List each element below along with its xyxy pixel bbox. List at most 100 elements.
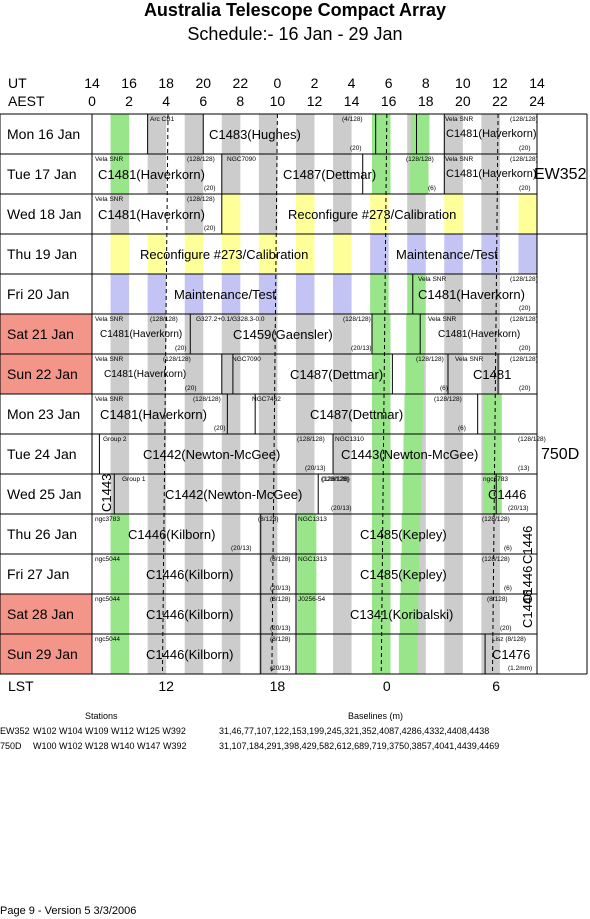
- ut-tick: 14: [529, 75, 545, 91]
- obs-note: (20): [204, 185, 216, 192]
- time-bar: [110, 474, 130, 514]
- footer-stations-label: Stations: [85, 711, 118, 721]
- footer-row1-cfg: EW352: [0, 726, 30, 736]
- time-bar: [295, 314, 315, 354]
- time-bar: [481, 594, 500, 634]
- time-bar: [483, 474, 502, 514]
- time-bar: [110, 194, 130, 234]
- time-bar: [221, 234, 241, 274]
- time-bar: [147, 274, 167, 314]
- aest-tick: 4: [162, 93, 171, 109]
- source-label: NGC7462: [252, 396, 281, 403]
- program-label: Reconfigure #273/Calibration: [140, 247, 309, 262]
- source-label: Vela SNR: [95, 156, 124, 163]
- time-bar: [184, 114, 204, 154]
- time-bar: [184, 634, 204, 674]
- time-bar: [295, 434, 315, 474]
- aest-tick: 22: [492, 93, 508, 109]
- obs-note: (128/128): [193, 396, 221, 403]
- obs-note: (6): [504, 545, 512, 552]
- time-bar: [483, 434, 502, 474]
- time-bar: [221, 634, 241, 674]
- time-bar: [184, 354, 204, 394]
- obs-note: (6): [458, 425, 466, 432]
- program-label: C1446(Kilborn): [146, 567, 234, 582]
- obs-note: (20): [519, 345, 531, 352]
- time-bar: [370, 274, 389, 314]
- obs-note: (20): [519, 145, 531, 152]
- time-bar: [184, 394, 204, 434]
- aest-tick: 16: [380, 93, 397, 109]
- time-bar: [481, 634, 500, 674]
- source-label: Vela SNR: [95, 316, 124, 323]
- program-label: C1446: [488, 487, 527, 502]
- time-bar: [258, 354, 278, 394]
- obs-note: (20): [519, 385, 531, 392]
- program-label: C1487(Dettmar): [310, 407, 404, 422]
- source-label: NGC7090: [227, 156, 256, 163]
- time-bar: [371, 354, 391, 394]
- source-label: Group 1: [122, 476, 146, 483]
- time-bar: [147, 434, 167, 474]
- time-bar: [295, 394, 315, 434]
- time-bar: [333, 394, 352, 434]
- ut-tick: 12: [492, 75, 508, 91]
- time-bar: [518, 234, 537, 274]
- obs-note: (6): [428, 185, 436, 192]
- ut-tick: 22: [232, 75, 249, 91]
- obs-note: (20): [350, 145, 362, 152]
- time-bar: [371, 474, 391, 514]
- time-bar: [333, 234, 352, 274]
- aest-tick: 24: [529, 93, 545, 109]
- time-bar: [258, 194, 278, 234]
- time-bar: [444, 394, 463, 434]
- footer-row2-baselines: 31,107,184,291,398,429,582,612,689,719,3…: [219, 741, 500, 751]
- program-label: C1483(Hughes): [209, 127, 301, 142]
- time-bar: [297, 594, 317, 634]
- source-label: ngc5044: [95, 636, 120, 643]
- time-bar: [147, 314, 167, 354]
- config-label-vertical: C1446: [520, 589, 535, 628]
- time-bar: [444, 474, 463, 514]
- obs-note: (20/13): [270, 665, 291, 672]
- time-bar: [403, 434, 423, 474]
- program-label: C1476: [492, 647, 531, 662]
- footer-row1-baselines: 31,46,77,107,122,153,199,245,321,352,408…: [219, 726, 490, 736]
- time-bar: [333, 194, 352, 234]
- time-bar: [295, 194, 315, 234]
- time-bar: [258, 114, 278, 154]
- program-label: C1481(Haverkorn): [446, 168, 537, 180]
- obs-note: (8/128): [270, 556, 291, 563]
- time-bar: [333, 354, 352, 394]
- time-bar: [410, 114, 430, 154]
- time-bar: [110, 154, 130, 194]
- time-bar: [184, 554, 204, 594]
- source-label: ngc3783: [483, 476, 508, 483]
- time-bar: [297, 514, 317, 554]
- weekend-cell: [0, 354, 92, 394]
- time-bar: [404, 394, 423, 434]
- time-bar: [444, 634, 463, 674]
- time-bar: [333, 314, 352, 354]
- time-bar: [184, 274, 204, 314]
- config-label: 750D: [541, 446, 580, 463]
- obs-note: (6): [440, 385, 448, 392]
- obs-note: (20/13): [231, 545, 252, 552]
- time-bar: [400, 554, 420, 594]
- time-bar: [370, 234, 389, 274]
- aest-label: AEST: [8, 93, 45, 109]
- program-label: C1459(Gaensler): [233, 327, 333, 342]
- config-label: EW352: [534, 166, 587, 183]
- time-bar: [295, 354, 315, 394]
- obs-note: (128/128): [406, 156, 434, 163]
- time-bar: [481, 314, 500, 354]
- time-bar: [221, 474, 241, 514]
- program-label: C1485(Kepley): [360, 527, 447, 542]
- obs-note: (128/128): [416, 356, 444, 363]
- time-bar: [147, 634, 167, 674]
- time-bar: [147, 154, 167, 194]
- program-label: C1481(Haverkorn): [438, 329, 521, 340]
- obs-note: (20/13): [508, 505, 529, 512]
- time-bar: [483, 394, 502, 434]
- program-label: C1481(Haverkorn): [104, 369, 187, 380]
